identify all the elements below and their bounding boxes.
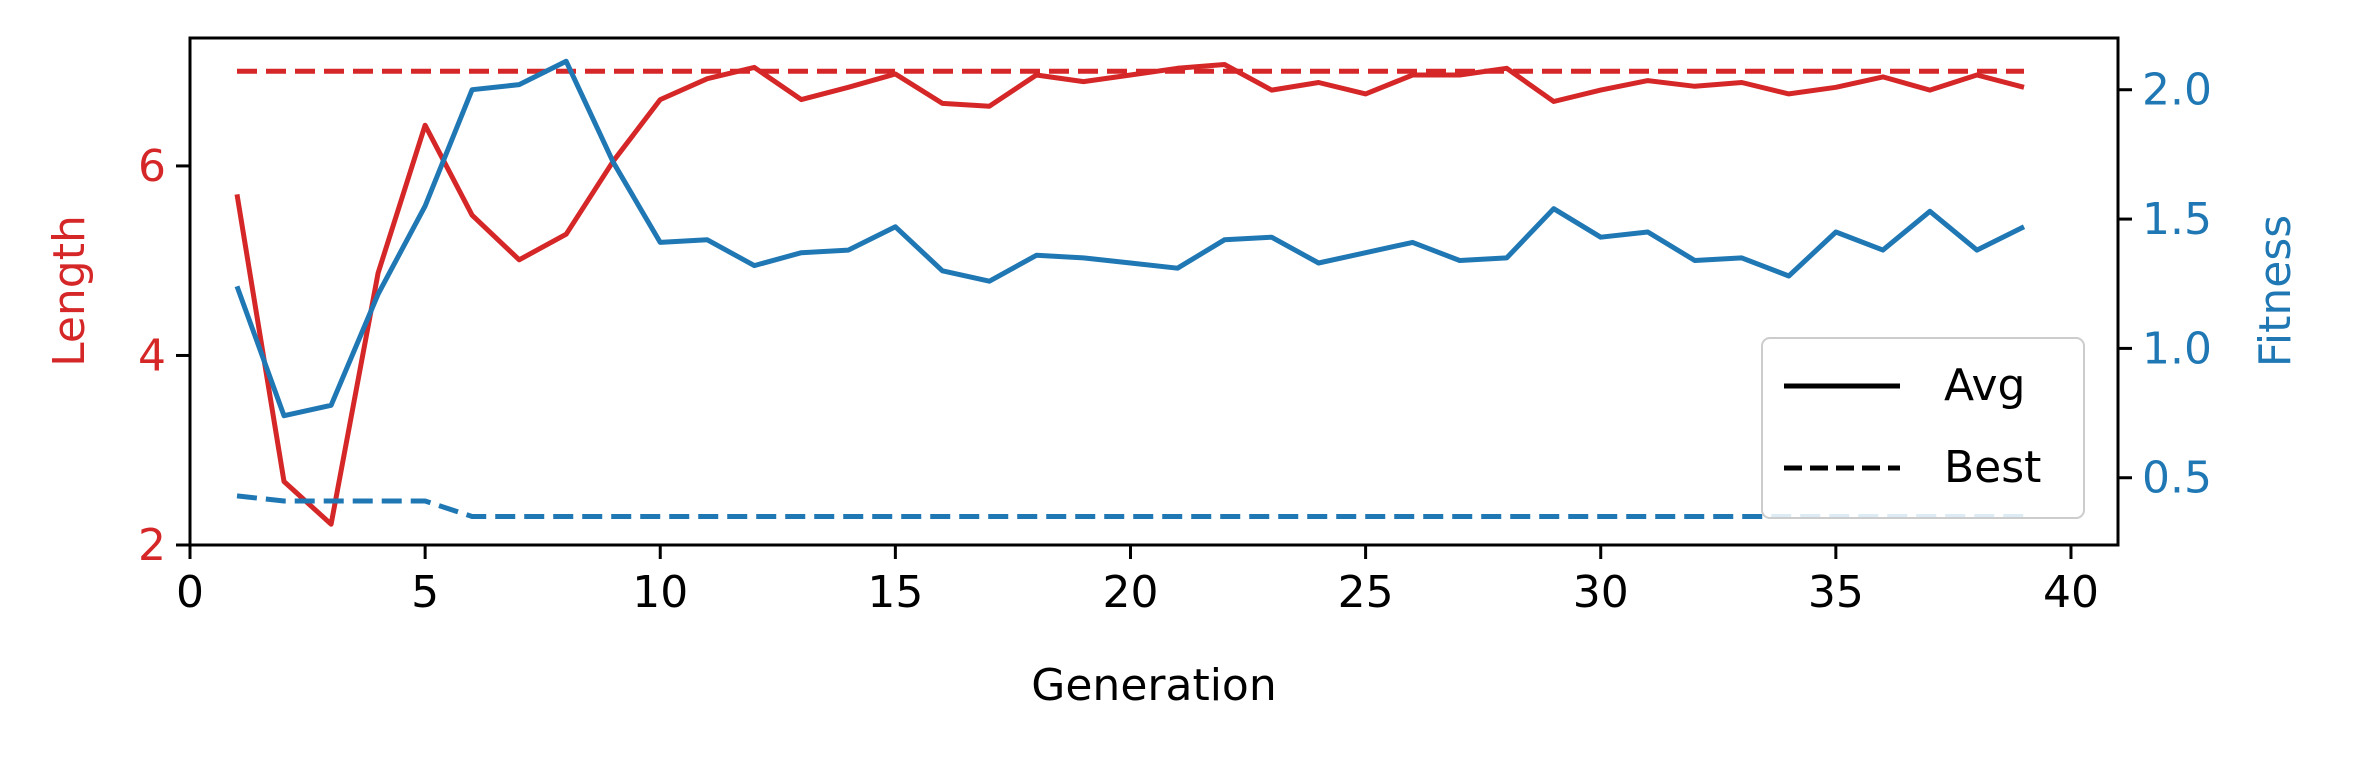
legend: Avg Best [1761, 337, 2085, 519]
left-y-tick-label: 2 [138, 520, 166, 571]
series-line-fitness-avg [234, 58, 2026, 419]
series-layer [234, 58, 2026, 527]
series-line-length-avg [234, 62, 2025, 527]
right-y-axis-label: Fitness [2250, 215, 2301, 367]
legend-best-label: Best [1944, 442, 2041, 493]
x-tick-label: 10 [632, 567, 688, 618]
x-tick-label: 20 [1102, 567, 1158, 618]
x-tick-label: 5 [411, 567, 439, 618]
x-tick-label: 40 [2043, 567, 2099, 618]
series-line-fitness-best [236, 493, 2024, 519]
legend-avg-label: Avg [1944, 360, 2026, 411]
x-tick-label: 25 [1338, 567, 1394, 618]
right-y-tick-label: 2.0 [2142, 65, 2212, 116]
left-y-tick-label: 4 [138, 330, 166, 381]
right-y-tick-label: 1.0 [2142, 323, 2212, 374]
left-y-tick-label: 6 [138, 141, 166, 192]
legend-frame [1761, 337, 2085, 519]
left-y-axis-label: Length [44, 215, 95, 367]
right-y-tick-label: 0.5 [2142, 453, 2212, 504]
x-axis-label: Generation [1031, 660, 1276, 711]
axes-frame [188, 36, 2120, 547]
right-y-tick-label: 1.5 [2142, 194, 2212, 245]
x-tick-label: 30 [1573, 567, 1629, 618]
x-tick-label: 15 [867, 567, 923, 618]
x-tick-label: 0 [176, 567, 204, 618]
x-tick-label: 35 [1808, 567, 1864, 618]
ticks-layer: 0 5 10 15 20 25 30 35 40 2 4 6 0.5 1.0 1.5 2.0 [138, 65, 2212, 618]
